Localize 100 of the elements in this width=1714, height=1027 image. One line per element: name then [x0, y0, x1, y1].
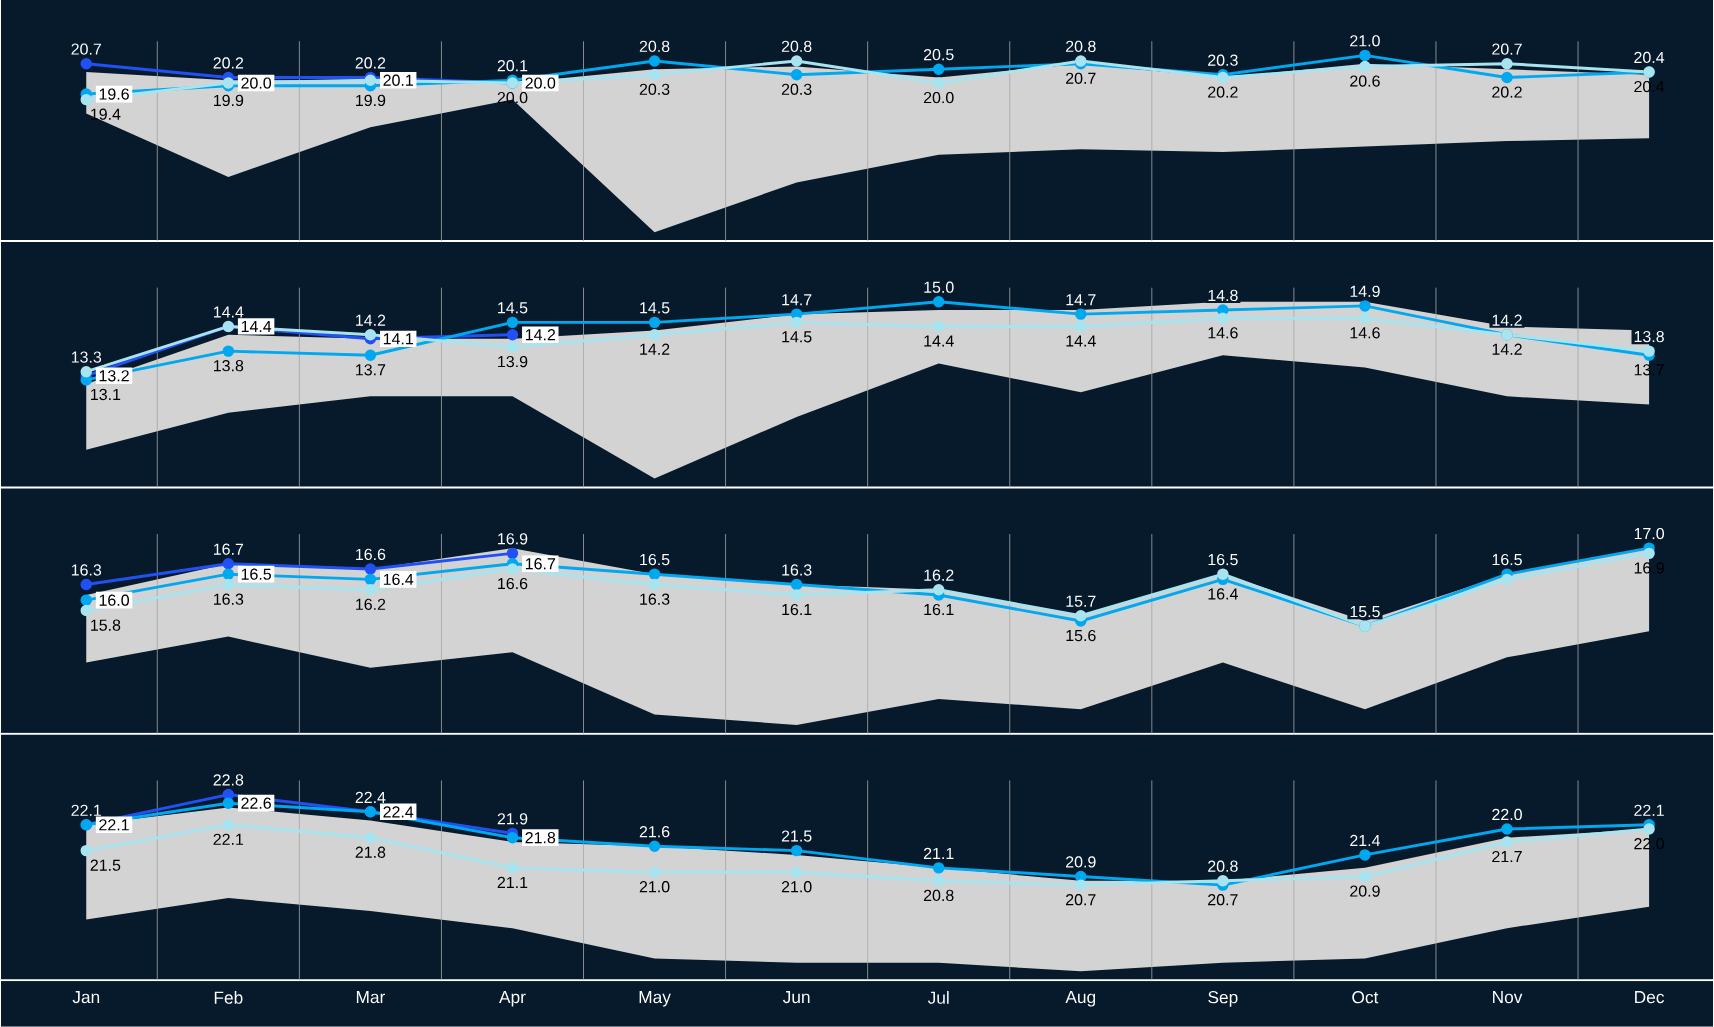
data-label: 14.1	[383, 333, 413, 345]
data-label: 13.2	[99, 370, 129, 382]
x-tick-label: Dec	[1635, 991, 1665, 1004]
data-label: 16.6	[356, 548, 386, 561]
data-label: 22.1	[213, 833, 244, 845]
data-label: 16.3	[640, 593, 670, 605]
data-label: 20.8	[923, 889, 954, 902]
data-label: 22.1	[99, 819, 129, 831]
data-label: 15.0	[924, 281, 954, 293]
data-label: 20.3	[639, 83, 670, 96]
data-label: 20.9	[1066, 856, 1096, 868]
data-label: 20.2	[1208, 86, 1238, 98]
data-label: 14.5	[640, 302, 670, 314]
data-label: 21.6	[639, 826, 670, 838]
data-label: 20.1	[497, 60, 528, 72]
data-label: 20.2	[213, 57, 244, 69]
data-label: 14.7	[782, 294, 812, 306]
x-tick-label: Jun	[782, 991, 810, 1004]
data-label: 13.1	[91, 388, 121, 401]
data-label: 20.9	[1350, 885, 1380, 897]
data-label: 21.0	[639, 881, 670, 893]
data-label: 22.1	[71, 804, 102, 816]
data-label: 20.7	[1492, 43, 1522, 55]
data-label: 19.9	[356, 94, 386, 107]
data-label: 14.2	[525, 329, 556, 341]
data-label: 21.8	[355, 846, 386, 858]
x-tick-label: Sep	[1208, 991, 1238, 1007]
data-label: 20.2	[355, 57, 386, 69]
data-label: 21.8	[525, 832, 556, 844]
data-label: 21.5	[781, 830, 812, 842]
data-label: 20.3	[1208, 54, 1238, 66]
data-label: 16.1	[924, 603, 954, 616]
data-label: 16.0	[99, 594, 129, 606]
x-tick-label: Mar	[356, 991, 386, 1004]
data-label: 19.9	[213, 94, 244, 107]
data-label: 20.8	[1066, 40, 1096, 53]
data-label: 22.4	[355, 791, 386, 803]
data-label: 15.7	[1066, 595, 1096, 607]
data-label: 17.0	[1634, 528, 1665, 540]
data-label: 20.8	[781, 40, 812, 53]
data-label: 22.6	[241, 797, 271, 809]
data-label: 14.5	[782, 331, 812, 343]
data-label: 15.8	[91, 619, 121, 631]
data-label: 20.7	[1208, 894, 1238, 906]
data-label: 20.1	[383, 74, 413, 87]
data-label: 14.6	[1350, 327, 1380, 339]
data-label: 19.6	[99, 88, 129, 100]
data-label: 20.4	[1634, 51, 1665, 64]
data-label: 14.7	[1066, 294, 1096, 306]
data-label: 16.7	[525, 558, 556, 570]
data-label: 16.2	[356, 598, 386, 611]
data-label: 21.7	[1492, 851, 1522, 863]
data-label: 14.5	[498, 302, 528, 314]
data-label: 13.9	[498, 356, 528, 368]
data-label: 20.7	[1066, 894, 1096, 906]
data-label: 16.6	[498, 577, 528, 590]
data-label: 21.1	[497, 876, 528, 889]
data-label: 20.0	[923, 92, 954, 104]
data-label: 22.1	[1634, 804, 1664, 816]
x-tick-label: Feb	[214, 991, 243, 1004]
data-label: 20.7	[71, 43, 101, 55]
data-label: 15.5	[1350, 606, 1380, 618]
data-label: 21.0	[781, 881, 812, 893]
x-tick-label: May	[639, 991, 671, 1007]
data-label: 14.4	[213, 306, 244, 318]
data-label: 20.6	[1350, 75, 1380, 87]
data-label: 14.4	[924, 335, 954, 347]
data-label: 16.5	[1208, 554, 1238, 566]
data-label: 16.4	[383, 573, 414, 586]
data-label: 16.5	[241, 568, 271, 580]
data-label: 16.1	[782, 603, 812, 616]
data-label: 22.0	[1492, 808, 1522, 821]
data-label: 13.8	[213, 360, 244, 372]
data-label: 15.6	[1066, 629, 1096, 642]
x-tick-label: Aug	[1065, 991, 1096, 1007]
data-label: 20.8	[1208, 860, 1238, 872]
x-tick-label: Nov	[1493, 991, 1523, 1004]
data-label: 20.0	[525, 77, 556, 89]
data-label: 14.2	[1492, 314, 1522, 326]
data-label: 20.3	[781, 83, 812, 96]
data-label: 21.0	[1350, 35, 1380, 47]
x-tick-label: Jan	[72, 991, 100, 1004]
data-label: 20.5	[923, 49, 954, 61]
data-label: 16.4	[1208, 588, 1238, 600]
data-label: 14.4	[1066, 335, 1096, 347]
data-label: 16.3	[782, 564, 812, 576]
data-label: 13.3	[71, 351, 102, 363]
data-label: 14.9	[1350, 285, 1380, 298]
x-tick-label: Apr	[499, 991, 526, 1007]
data-label: 16.7	[213, 543, 244, 555]
data-label: 22.8	[213, 774, 244, 786]
x-tick-label: Oct	[1352, 991, 1379, 1004]
data-label: 20.7	[1066, 72, 1096, 85]
data-label: 14.6	[1208, 327, 1238, 339]
data-label: 21.1	[923, 847, 954, 860]
data-label: 21.5	[90, 859, 121, 871]
data-label: 20.0	[241, 77, 272, 89]
data-label: 14.4	[241, 321, 272, 333]
data-label: 21.9	[497, 813, 528, 825]
data-label: 19.4	[91, 108, 121, 120]
